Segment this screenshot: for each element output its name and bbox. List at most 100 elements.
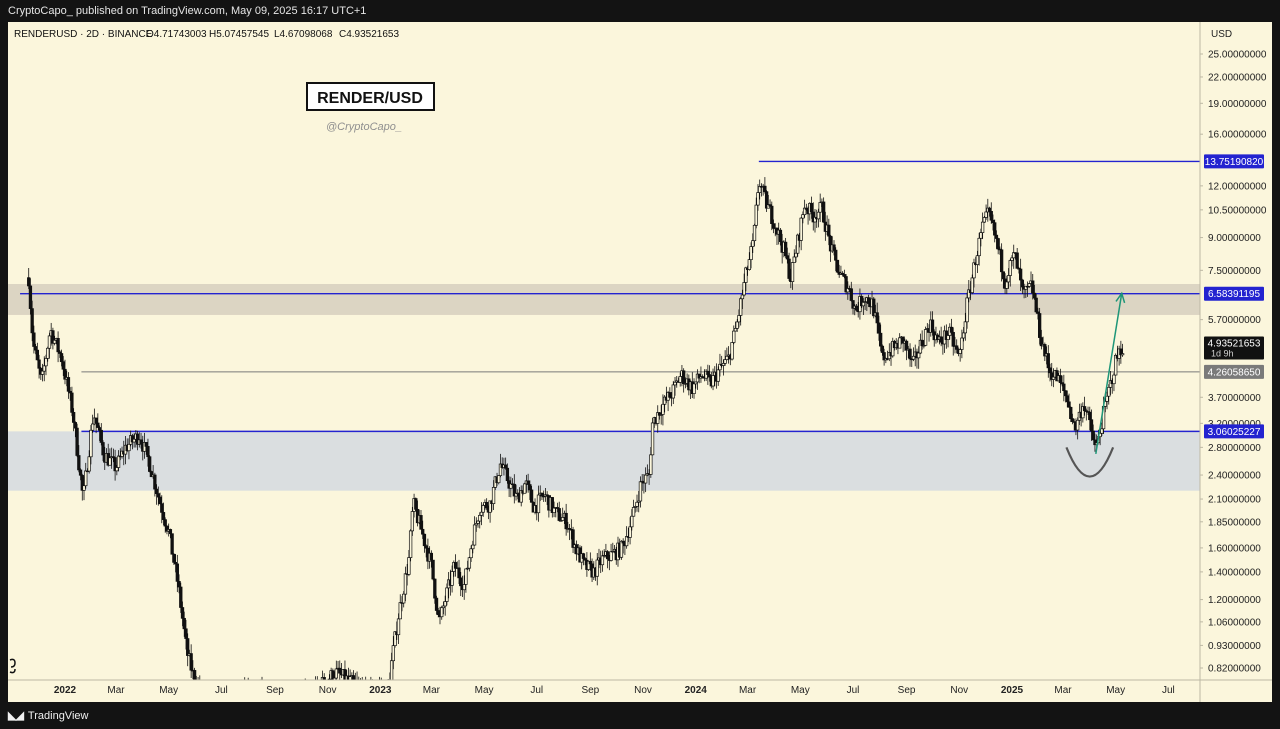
candle-body [94, 417, 98, 424]
candle-body [68, 390, 72, 394]
candle-body [80, 474, 84, 491]
candle-body [911, 355, 916, 360]
candle-body [661, 403, 665, 415]
tradingview-brand: TradingView [27, 709, 89, 722]
candle-body [89, 429, 93, 458]
candle-body [882, 352, 886, 361]
candle-body [673, 381, 677, 386]
candle-body [972, 262, 976, 279]
candle-body [993, 222, 997, 236]
ath-line-price-label: 13.75190820 [1205, 157, 1264, 168]
y-tick-label: 3.70000000 [1208, 393, 1261, 404]
candle-body [984, 211, 988, 218]
y-tick-label: 1.85000000 [1208, 517, 1261, 528]
candle-body [846, 288, 850, 293]
candle-body [464, 568, 468, 585]
candle-body [999, 249, 1004, 273]
x-tick-label: May [475, 685, 494, 696]
candle-body [485, 502, 489, 509]
breakout-arrow-line[interactable] [1095, 293, 1123, 455]
candle-body [526, 480, 530, 485]
x-tick-label: Sep [266, 685, 284, 696]
candle-body [1024, 285, 1028, 290]
candle-body [737, 315, 741, 323]
candle-body [840, 272, 845, 275]
candle-body [1081, 406, 1085, 419]
candle-body [545, 494, 549, 496]
candle-body [918, 339, 923, 354]
candle-body [402, 593, 406, 604]
tv-corner-icon [9, 658, 16, 674]
candle-body [51, 330, 55, 344]
price-chart[interactable]: 25.00000000 22.00000000 19.00000000 16.0000… [8, 22, 1272, 702]
y-tick-label: 2.40000000 [1208, 471, 1261, 482]
candle-body [1069, 406, 1073, 419]
candle-body [979, 232, 983, 239]
horizontal-lines-layer [20, 160, 1200, 433]
x-tick-label: May [791, 685, 810, 696]
candle-body [904, 340, 909, 351]
candle-body [1012, 252, 1016, 259]
candle-body [63, 368, 67, 380]
candle-body [718, 363, 722, 371]
candle-body [659, 414, 663, 416]
candle-body [66, 377, 71, 392]
candle-body [991, 219, 995, 224]
x-tick-label: Sep [581, 685, 599, 696]
candle-body [1036, 311, 1040, 314]
candle-body [1082, 406, 1087, 412]
candle-body [891, 340, 895, 357]
time-axis[interactable]: 2022 Mar May Jul Sep Nov 2023 Mar May Jul Sep Nov 20… [54, 685, 1175, 696]
y-tick-label: 0.93000000 [1208, 641, 1261, 652]
candle-body [1070, 418, 1075, 422]
candle-body [764, 191, 769, 209]
candle-body [469, 548, 473, 559]
y-tick-label: 2.10000000 [1208, 495, 1261, 506]
candle-body [175, 563, 179, 582]
price-axis[interactable]: 25.00000000 22.00000000 19.00000000 16.0000… [1200, 50, 1267, 675]
candle-body [59, 353, 64, 363]
candle-body [832, 244, 836, 251]
candle-body [706, 370, 710, 375]
candle-body [184, 628, 188, 639]
candle-body [682, 370, 686, 385]
candle-body [763, 185, 767, 192]
candle-body [113, 457, 117, 472]
x-tick-label: Mar [739, 685, 757, 696]
candle-body [951, 332, 955, 347]
candle-body [410, 511, 414, 532]
candle-body [975, 255, 980, 265]
candle-body [977, 237, 981, 257]
candle-body [459, 577, 463, 587]
candle-body [694, 381, 698, 385]
x-tick-label: 2023 [369, 685, 392, 696]
candle-body [851, 300, 855, 309]
candle-body [872, 298, 876, 317]
candle-body [161, 512, 166, 520]
y-tick-label: 1.60000000 [1208, 543, 1261, 554]
currency-label[interactable]: USD [1211, 29, 1232, 40]
symbol-name[interactable]: RENDERUSD · 2D · BINANCE [14, 29, 153, 40]
watermark-handle: @CryptoCapo_ [326, 121, 402, 133]
candle-body [479, 511, 484, 516]
candle-body [528, 484, 532, 491]
candle-body [189, 653, 193, 671]
candle-body [58, 351, 62, 354]
candle-body [1032, 292, 1037, 299]
candle-body [108, 457, 112, 466]
candle-body [740, 294, 745, 300]
candle-body [529, 489, 534, 503]
candle-body [476, 520, 480, 524]
candle-body [739, 298, 743, 316]
rounded-bottom-arc[interactable] [1065, 446, 1115, 478]
candle-body [472, 524, 477, 546]
candle-body [453, 562, 458, 569]
candle-body [1091, 430, 1095, 441]
x-tick-label: Jul [847, 685, 860, 696]
candle-body [1027, 283, 1031, 287]
y-tick-label: 25.00000000 [1208, 50, 1267, 61]
candle-body [804, 207, 809, 210]
candle-body [149, 471, 154, 478]
candle-body [633, 506, 637, 508]
tradingview-footer: ◣◢ TradingView [0, 702, 1280, 729]
